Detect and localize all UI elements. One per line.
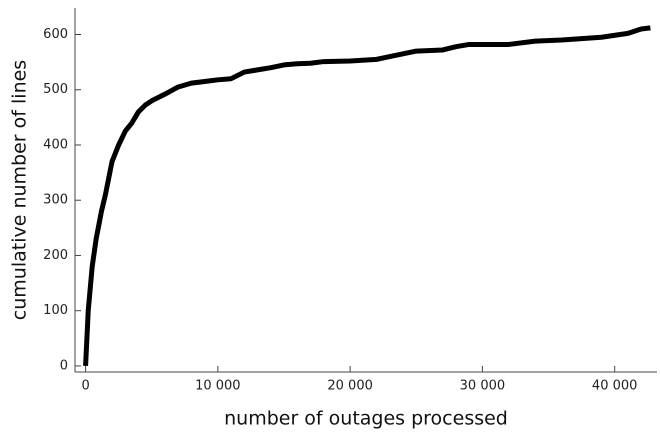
x-tick-label: 20 000 [327,379,373,394]
x-tick-label: 30 000 [460,379,506,394]
y-tick-label: 0 [60,358,68,373]
x-tick-label: 10 000 [195,379,241,394]
y-tick-label: 500 [43,82,68,97]
y-tick-label: 200 [43,248,68,263]
y-axis-title: cumulative number of lines [9,60,31,320]
data-line [83,25,651,367]
y-tick-label: 300 [43,193,68,208]
x-tick-label: 0 [81,379,89,394]
y-tick-label: 400 [43,137,68,152]
y-tick-label: 600 [43,27,68,42]
y-tick-label: 100 [43,303,68,318]
x-tick-label: 40 000 [592,379,638,394]
x-axis-title: number of outages processed [224,408,508,430]
